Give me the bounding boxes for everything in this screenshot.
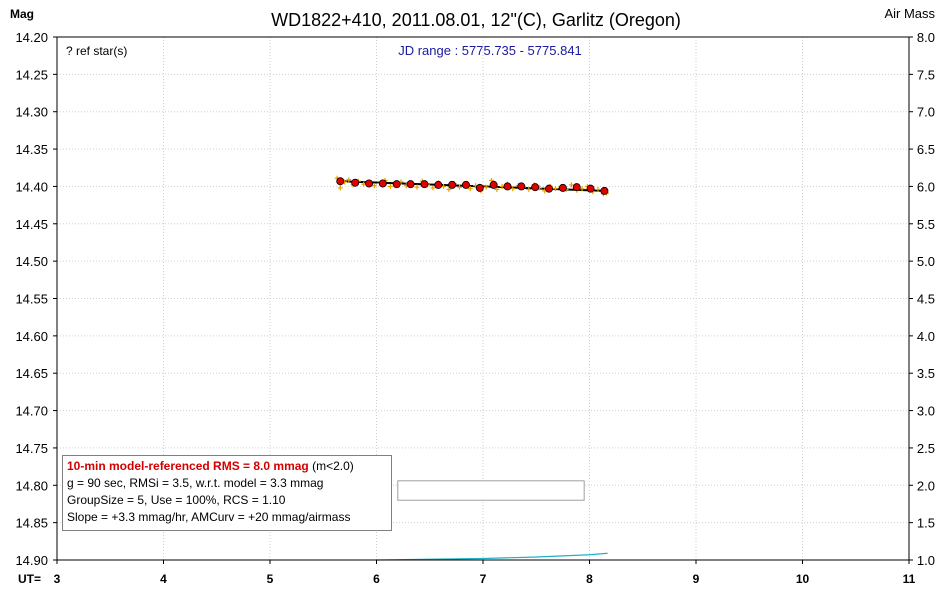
ut-tick-label: 9 xyxy=(693,572,700,586)
group-average-point xyxy=(503,182,512,191)
group-average-point xyxy=(461,180,470,189)
mag-tick-label: 14.40 xyxy=(15,179,48,194)
group-average-point xyxy=(517,182,526,191)
group-average-point xyxy=(558,183,567,192)
air-mass-tick-label: 1.5 xyxy=(917,516,935,531)
air-mass-tick-label: 6.5 xyxy=(917,142,935,157)
air-mass-line xyxy=(376,552,608,561)
chart-title: WD1822+410, 2011.08.01, 12"(C), Garlitz … xyxy=(271,10,681,30)
ut-tick-label: 4 xyxy=(160,572,167,586)
stats-line-3: GroupSize = 5, Use = 100%, RCS = 1.10 xyxy=(67,493,286,507)
stats-box: 10-min model-referenced RMS = 8.0 mmag (… xyxy=(62,455,392,531)
inset-box xyxy=(397,480,585,501)
air-mass-tick-label: 5.0 xyxy=(917,254,935,269)
air-mass-tick-label: 3.0 xyxy=(917,404,935,419)
air-mass-tick-label: 2.5 xyxy=(917,441,935,456)
ut-tick-label: 3 xyxy=(54,572,61,586)
air-mass-tick-label: 8.0 xyxy=(917,30,935,45)
air-mass-tick-label: 2.0 xyxy=(917,478,935,493)
ut-tick-label: 11 xyxy=(903,572,916,586)
mag-axis-ticks: 14.20 14.25 14.30 14.35 14.40 14.45 14.50 14.55… xyxy=(15,30,57,568)
mag-tick-label: 14.50 xyxy=(15,254,48,269)
individual-point xyxy=(430,185,436,191)
jd-range-label: JD range : 5775.735 - 5775.841 xyxy=(398,43,582,58)
air-mass-tick-label: 6.0 xyxy=(917,179,935,194)
individual-point xyxy=(446,186,452,192)
individual-point xyxy=(552,186,558,192)
mag-tick-label: 14.30 xyxy=(15,105,48,120)
group-average-point xyxy=(586,184,595,193)
individual-point xyxy=(346,177,352,183)
individual-point xyxy=(387,183,393,189)
group-average-point xyxy=(365,179,374,188)
rms-condition: (m<2.0) xyxy=(308,459,354,473)
individual-point xyxy=(483,184,489,190)
air-mass-curve xyxy=(376,552,608,561)
x-axis-label: UT= xyxy=(18,572,41,586)
individual-point xyxy=(526,186,532,192)
air-mass-tick-label: 3.5 xyxy=(917,366,935,381)
group-average-point xyxy=(336,177,345,186)
ut-axis-ticks: 3 4 5 6 7 8 9 10 11 xyxy=(54,560,916,586)
ut-tick-label: 7 xyxy=(480,572,487,586)
individual-point xyxy=(337,185,343,191)
group-average-point xyxy=(572,183,581,192)
group-average-point xyxy=(531,183,540,192)
group-average-point xyxy=(392,180,401,189)
group-average-point xyxy=(351,178,360,187)
group-average-point xyxy=(475,183,484,192)
mag-tick-label: 14.90 xyxy=(15,553,48,568)
group-average-point xyxy=(406,180,415,189)
ut-tick-label: 6 xyxy=(373,572,380,586)
mag-tick-label: 14.45 xyxy=(15,217,48,232)
left-axis-label: Mag xyxy=(10,7,34,21)
individual-point xyxy=(494,186,500,192)
group-averages xyxy=(336,177,609,195)
ref-star-note: ? ref star(s) xyxy=(66,44,127,58)
stats-line-2: g = 90 sec, RMSi = 3.5, w.r.t. model = 3… xyxy=(67,476,324,490)
stats-line-4: Slope = +3.3 mmag/hr, AMCurv = +20 mmag/… xyxy=(67,510,351,524)
mag-tick-label: 14.25 xyxy=(15,67,48,82)
individual-point xyxy=(414,184,420,190)
air-mass-tick-label: 5.5 xyxy=(917,217,935,232)
mag-tick-label: 14.75 xyxy=(15,441,48,456)
group-average-point xyxy=(489,180,498,189)
air-mass-axis-ticks: 8.0 7.5 7.0 6.5 6.0 5.5 5.0 4.5 4.0 3.5 3.0 2.5 2.0 1… xyxy=(909,30,935,568)
individual-point xyxy=(467,186,473,192)
group-average-point xyxy=(600,186,609,195)
mag-tick-label: 14.80 xyxy=(15,478,48,493)
group-average-point xyxy=(420,180,429,189)
ut-tick-label: 10 xyxy=(796,572,810,586)
mag-tick-label: 14.60 xyxy=(15,329,48,344)
group-average-point xyxy=(378,179,387,188)
right-axis-label: Air Mass xyxy=(884,6,935,21)
air-mass-tick-label: 4.5 xyxy=(917,292,935,307)
rms-text: 10-min model-referenced RMS = 8.0 mmag xyxy=(67,459,309,473)
individual-point xyxy=(595,186,601,192)
air-mass-tick-label: 7.0 xyxy=(917,105,935,120)
group-average-point xyxy=(448,180,457,189)
air-mass-tick-label: 4.0 xyxy=(917,329,935,344)
ut-tick-label: 5 xyxy=(267,572,274,586)
mag-tick-label: 14.55 xyxy=(15,292,48,307)
mag-tick-label: 14.65 xyxy=(15,366,48,381)
ut-tick-label: 8 xyxy=(586,572,593,586)
individual-point xyxy=(510,186,516,192)
individual-point xyxy=(457,184,463,190)
air-mass-tick-label: 7.5 xyxy=(917,67,935,82)
group-average-point xyxy=(545,184,554,193)
group-average-point xyxy=(434,180,443,189)
mag-tick-label: 14.35 xyxy=(15,142,48,157)
mag-tick-label: 14.20 xyxy=(15,30,48,45)
individual-point xyxy=(568,182,574,188)
mag-tick-label: 14.70 xyxy=(15,404,48,419)
individual-point xyxy=(371,183,377,189)
mag-tick-label: 14.85 xyxy=(15,516,48,531)
air-mass-tick-label: 1.0 xyxy=(917,553,935,568)
